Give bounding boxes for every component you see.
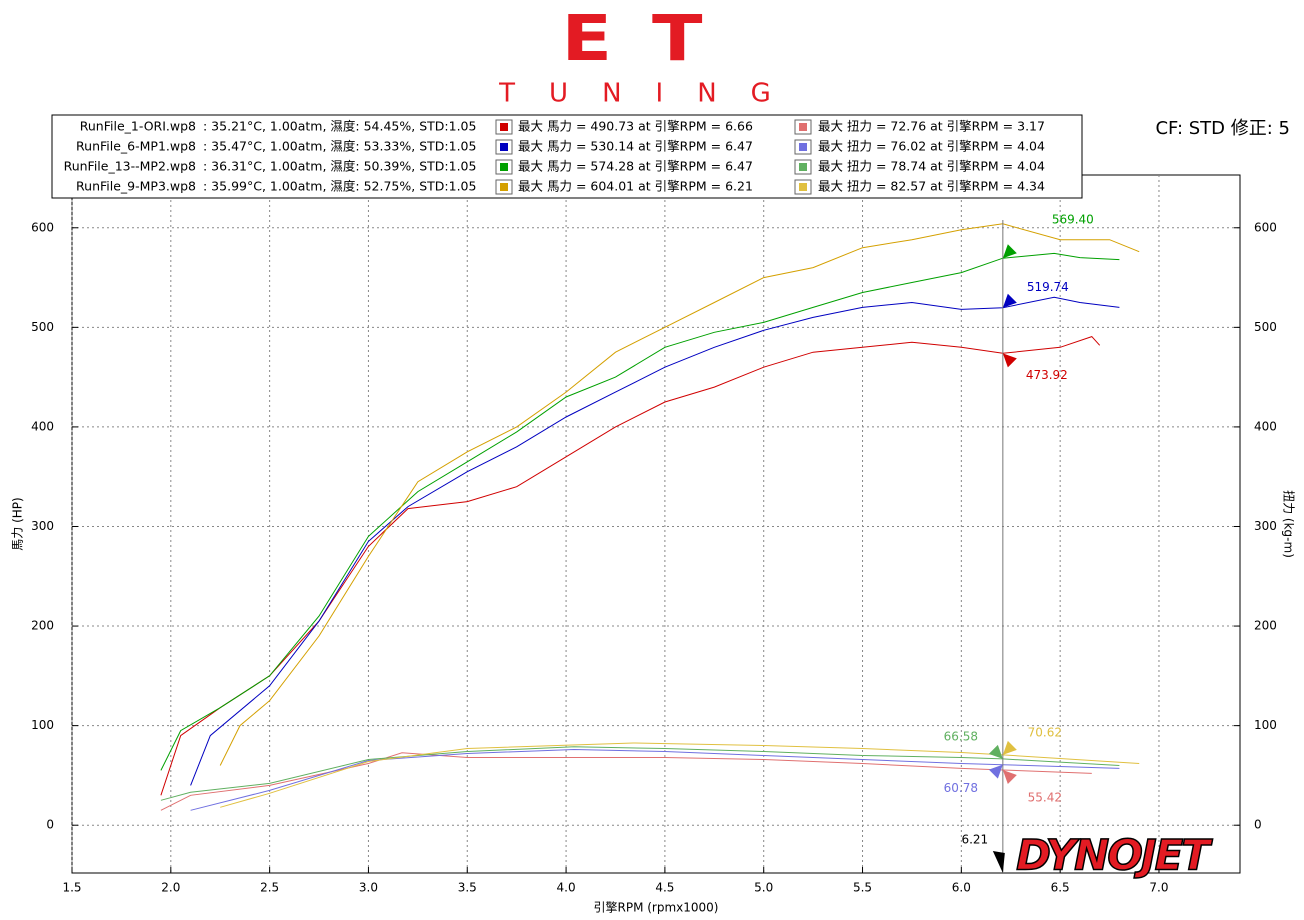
logo-subtitle: TUNING	[498, 79, 805, 109]
lines	[160, 223, 1140, 811]
legend-peak: 最大 馬力 = 574.28 at 引擎RPM = 6.47	[518, 159, 753, 174]
y-tick-label: 100	[31, 718, 54, 732]
legend-conditions: : 35.47°C, 1.00atm, 濕度: 53.33%, STD:1.05	[203, 139, 476, 154]
reading-arrow	[1002, 293, 1017, 308]
legend-swatch	[799, 143, 807, 151]
y-tick-label: 500	[31, 320, 54, 334]
reading-arrow	[988, 744, 1003, 759]
legend-swatch	[500, 123, 508, 131]
legend-conditions: : 35.99°C, 1.00atm, 濕度: 52.75%, STD:1.05	[203, 179, 476, 194]
x-tick-label: 1.5	[62, 881, 81, 895]
reading-label: 519.74	[1027, 280, 1069, 294]
y-tick-label: 200	[31, 619, 54, 633]
data-line	[190, 748, 1120, 811]
cursor-arrow	[992, 851, 1005, 873]
cf-label: CF: STD 修正: 5	[1155, 118, 1290, 139]
x-tick-label: 5.0	[754, 881, 773, 895]
legend-conditions: : 36.31°C, 1.00atm, 濕度: 50.39%, STD:1.05	[203, 159, 476, 174]
legend-swatch	[799, 183, 807, 191]
data-line	[220, 742, 1140, 808]
legend-swatch	[799, 123, 807, 131]
reading-label: 70.62	[1028, 725, 1062, 739]
legend-swatch	[500, 143, 508, 151]
grid	[71, 175, 1240, 873]
legend-name: RunFile_9-MP3.wp8	[76, 179, 196, 194]
legend-peak: 最大 扭力 = 76.02 at 引擎RPM = 4.04	[818, 139, 1045, 154]
reading-label: 55.42	[1028, 791, 1062, 805]
legend-peak: 最大 馬力 = 490.73 at 引擎RPM = 6.66	[518, 119, 753, 134]
x-tick-label: 3.0	[359, 881, 378, 895]
legend-peak: 最大 馬力 = 530.14 at 引擎RPM = 6.47	[518, 139, 753, 154]
y2-tick-label: 200	[1254, 619, 1277, 633]
reading-arrow	[988, 764, 1003, 779]
reading-arrow	[1002, 244, 1017, 259]
y-tick-label: 600	[31, 220, 54, 234]
logo-title: ET	[561, 2, 742, 75]
data-line	[160, 752, 1092, 811]
y2-axis-label: 扭力 (kg-m)	[1282, 490, 1296, 558]
data-line	[160, 336, 1101, 796]
y-tick-label: 400	[31, 419, 54, 433]
y-axis-label: 馬力 (HP)	[11, 497, 25, 550]
reading-label: 66.58	[944, 729, 978, 743]
legend-peak: 最大 扭力 = 78.74 at 引擎RPM = 4.04	[818, 159, 1045, 174]
y2-tick-label: 400	[1254, 419, 1277, 433]
x-tick-label: 7.0	[1149, 881, 1168, 895]
reading-label: 473.92	[1026, 368, 1068, 382]
legend-peak: 最大 馬力 = 604.01 at 引擎RPM = 6.21	[518, 179, 753, 194]
legend-name: RunFile_6-MP1.wp8	[76, 139, 196, 154]
x-tick-label: 2.0	[161, 881, 180, 895]
y2-tick-label: 100	[1254, 718, 1277, 732]
x-axis-label: 引擎RPM (rpmx1000)	[594, 900, 719, 915]
y2-tick-label: 0	[1254, 818, 1262, 832]
cursor-label: 6.21	[961, 833, 988, 847]
legend-swatch	[500, 183, 508, 191]
legend-swatch	[500, 163, 508, 171]
x-tick-label: 4.5	[655, 881, 674, 895]
reading-label: 569.40	[1052, 213, 1094, 227]
data-line	[160, 252, 1120, 771]
legend-conditions: : 35.21°C, 1.00atm, 濕度: 54.45%, STD:1.05	[203, 119, 476, 134]
y2-tick-label: 500	[1254, 320, 1277, 334]
legend-peak: 最大 扭力 = 72.76 at 引擎RPM = 3.17	[818, 119, 1045, 134]
y-tick-label: 300	[31, 519, 54, 533]
reading-arrow	[1002, 353, 1017, 368]
legend-name: RunFile_13--MP2.wp8	[64, 159, 196, 174]
data-line	[160, 746, 1120, 801]
reading-label: 60.78	[944, 781, 978, 795]
watermark: DYNOJET	[1016, 831, 1213, 880]
legend-box	[51, 114, 1083, 199]
y2-tick-label: 600	[1254, 220, 1277, 234]
legend-name: RunFile_1-ORI.wp8	[80, 119, 196, 134]
x-tick-label: 6.0	[952, 881, 971, 895]
legend-swatch	[799, 163, 807, 171]
x-tick-label: 3.5	[458, 881, 477, 895]
reading-arrow	[1002, 740, 1017, 755]
data-line	[190, 296, 1120, 786]
x-tick-label: 2.5	[260, 881, 279, 895]
data-line	[219, 223, 1140, 766]
legend-peak: 最大 扭力 = 82.57 at 引擎RPM = 4.34	[818, 179, 1045, 194]
y-tick-label: 0	[46, 818, 54, 832]
x-tick-label: 5.5	[853, 881, 872, 895]
reading-arrow	[1002, 770, 1017, 785]
x-tick-label: 6.5	[1051, 881, 1070, 895]
y2-tick-label: 300	[1254, 519, 1277, 533]
x-tick-label: 4.0	[557, 881, 576, 895]
